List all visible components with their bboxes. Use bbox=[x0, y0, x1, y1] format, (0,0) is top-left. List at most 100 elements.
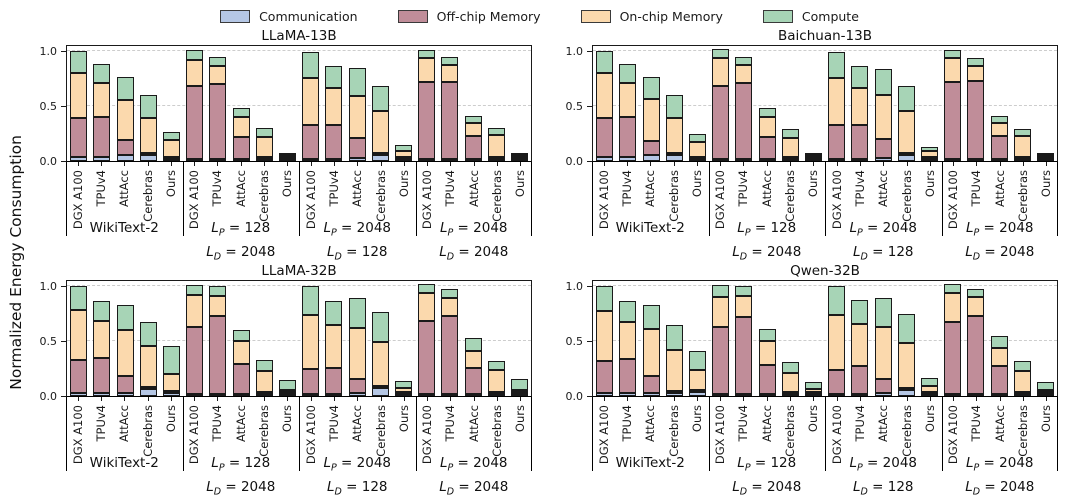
bar-segment-on-chip-memory bbox=[186, 60, 204, 86]
plot-wrap: DGX A100 TPUv4 AttAcc Cerebras Ours DGX A100 T… bbox=[66, 45, 532, 263]
bar-slot bbox=[918, 281, 941, 396]
group-separator bbox=[415, 397, 417, 471]
bar-segment-on-chip-memory bbox=[712, 58, 730, 86]
bar-segment-compute bbox=[186, 285, 204, 295]
bar-segment-compute bbox=[712, 49, 730, 58]
subplot-title: Baichuan-13B bbox=[778, 28, 872, 44]
x-label-slot: DGX A100 bbox=[942, 162, 965, 229]
bar-segment-on-chip-memory bbox=[232, 117, 250, 137]
bar-segment-communication bbox=[371, 155, 389, 161]
bar-segment-compute bbox=[93, 301, 111, 321]
x-label-slot: Cerebras bbox=[369, 397, 392, 464]
bar-attacc bbox=[758, 108, 776, 161]
bar-segment-off-chip-memory bbox=[186, 86, 204, 159]
bar-tpuv4 bbox=[619, 301, 637, 396]
x-tick-mark bbox=[720, 162, 722, 166]
bar-label-attacc: AttAcc bbox=[759, 405, 774, 442]
group-labels: WikiText-2 LP = 128 LD = 2048 LP = 2048 LD =… bbox=[66, 454, 532, 501]
bar-segment-on-chip-memory bbox=[712, 297, 730, 327]
x-tick-mark bbox=[720, 397, 722, 401]
bar-cerebras bbox=[1013, 361, 1031, 396]
bar-tpuv4 bbox=[735, 57, 753, 161]
bar-segment-communication bbox=[920, 159, 938, 161]
bar-segment-communication bbox=[418, 394, 436, 396]
bar-label-attacc: AttAcc bbox=[643, 405, 658, 442]
group-label-line: LD = 2048 bbox=[965, 243, 1035, 263]
bar-segment-communication bbox=[897, 155, 915, 161]
legend-label: Compute bbox=[801, 8, 859, 24]
bar-label-tpuv4: TPUv4 bbox=[326, 405, 341, 442]
bar-slot bbox=[709, 46, 732, 161]
bar-segment-communication bbox=[139, 389, 157, 396]
gridline bbox=[67, 285, 531, 286]
x-label-group: DGX A100 TPUv4 AttAcc Cerebras Ours bbox=[825, 162, 942, 229]
x-tick-labels: DGX A100 TPUv4 AttAcc Cerebras Ours DGX A100 T… bbox=[66, 397, 532, 464]
x-tick-mark bbox=[1046, 162, 1048, 166]
bar-slot bbox=[415, 281, 438, 396]
bar-segment-compute bbox=[278, 153, 296, 155]
bar-segment-off-chip-memory bbox=[897, 153, 915, 155]
bar-segment-compute bbox=[302, 52, 320, 78]
y-tick-mark bbox=[587, 51, 592, 52]
bar-ours bbox=[394, 145, 412, 161]
bar-slot bbox=[616, 46, 639, 161]
bar-segment-on-chip-memory bbox=[348, 96, 366, 138]
bar-label-ours: Ours bbox=[163, 405, 178, 433]
bar-group bbox=[67, 46, 183, 161]
bar-segment-off-chip-memory bbox=[418, 321, 436, 394]
bar-segment-compute bbox=[325, 66, 343, 88]
x-tick-mark bbox=[650, 162, 652, 166]
group-separator bbox=[530, 162, 532, 236]
bar-slot bbox=[369, 281, 392, 396]
bar-ours bbox=[278, 153, 296, 161]
bar-segment-on-chip-memory bbox=[596, 311, 614, 361]
bar-slot bbox=[779, 46, 802, 161]
bar-cerebras bbox=[781, 362, 799, 396]
bar-attacc bbox=[464, 116, 482, 161]
plot-wrap: DGX A100 TPUv4 AttAcc Cerebras Ours DGX A100 T… bbox=[592, 45, 1058, 262]
group-separator bbox=[941, 397, 943, 471]
bar-label-attacc: AttAcc bbox=[643, 170, 658, 207]
bar-segment-compute bbox=[758, 329, 776, 341]
math-subscript: P bbox=[218, 462, 225, 474]
x-label-slot: Ours bbox=[509, 397, 532, 464]
bar-segment-on-chip-memory bbox=[418, 293, 436, 321]
bar-segment-communication bbox=[510, 159, 528, 161]
x-label-slot: AttAcc bbox=[639, 162, 662, 229]
bar-slot bbox=[1011, 46, 1034, 161]
bar-segment-on-chip-memory bbox=[642, 99, 660, 141]
group-label-line: LP = 2048 bbox=[439, 220, 508, 239]
bar-ours bbox=[920, 147, 938, 161]
x-tick-mark bbox=[859, 162, 861, 166]
bar-segment-compute bbox=[441, 57, 459, 65]
bar-group bbox=[183, 281, 299, 396]
bar-label-tpuv4: TPUv4 bbox=[852, 405, 867, 442]
y-axis: 0.0 0.5 1.0 bbox=[554, 45, 592, 168]
x-axis-region: DGX A100 TPUv4 AttAcc Cerebras Ours DGX A100 T… bbox=[66, 397, 532, 497]
math-subscript: P bbox=[447, 227, 454, 239]
group-label-line: LD = 128 bbox=[852, 243, 914, 263]
group-label: LP = 2048 LD = 128 bbox=[299, 454, 416, 501]
math-var: L bbox=[211, 455, 219, 471]
bar-segment-on-chip-memory bbox=[278, 155, 296, 157]
x-tick-labels: DGX A100 TPUv4 AttAcc Cerebras Ours DGX A100 T… bbox=[592, 397, 1058, 464]
x-axis-region: DGX A100 TPUv4 AttAcc Cerebras Ours DGX A100 T… bbox=[66, 162, 532, 263]
x-tick-mark bbox=[859, 397, 861, 401]
x-tick-mark bbox=[976, 162, 978, 166]
x-label-slot: Cerebras bbox=[895, 162, 918, 229]
bar-label-cerebras: Cerebras bbox=[373, 405, 388, 457]
subplot-baichuan-13b: Baichuan-13B 0.0 0.5 1.0 DGX A100 TPUv4 AttAcc… bbox=[554, 28, 1058, 262]
x-tick-mark bbox=[906, 162, 908, 166]
bar-segment-off-chip-memory bbox=[804, 157, 822, 159]
bar-segment-off-chip-memory bbox=[371, 153, 389, 155]
bar-segment-off-chip-memory bbox=[758, 137, 776, 159]
group-label-line: LP = 2048 bbox=[439, 455, 508, 474]
bar-segment-compute bbox=[781, 129, 799, 138]
x-tick-mark bbox=[929, 162, 931, 166]
math-subscript: D bbox=[446, 251, 455, 263]
bar-segment-communication bbox=[93, 157, 111, 161]
bar-label-ours: Ours bbox=[396, 405, 411, 433]
x-tick-mark bbox=[450, 162, 452, 166]
y-tick-label: 0.0 bbox=[39, 390, 58, 403]
bar-segment-compute bbox=[464, 116, 482, 123]
